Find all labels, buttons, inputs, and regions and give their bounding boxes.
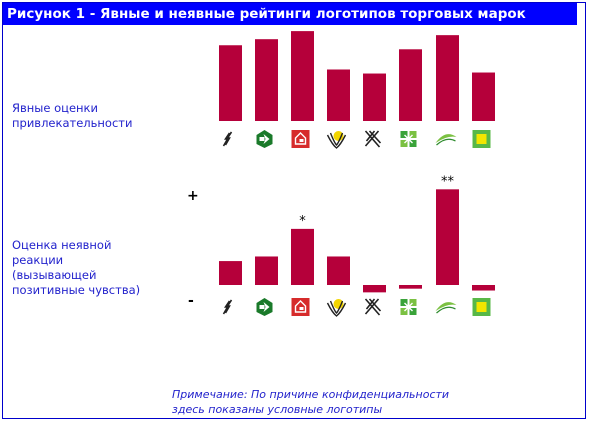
logo-5-icon — [364, 130, 382, 148]
significance-marker: ** — [441, 174, 455, 189]
implicit-bar — [219, 261, 242, 285]
logo-house — [294, 132, 307, 145]
logo-inner — [476, 302, 487, 312]
explicit-label-line: привлекательности — [12, 116, 133, 130]
logo-sun — [333, 299, 344, 309]
logo-arrow-tail — [259, 305, 265, 309]
implicit-label-line: Оценка неявной — [12, 238, 112, 252]
logo-block — [409, 299, 417, 306]
figure-title: Рисунок 1 - Явные и неявные рейтинги лог… — [3, 3, 577, 25]
implicit-label-line: реакции — [12, 253, 64, 267]
logo-6-icon — [400, 131, 417, 147]
explicit-bar — [472, 72, 495, 121]
implicit-bar — [472, 285, 495, 291]
positive-sign: + — [187, 188, 199, 204]
implicit-bar — [327, 256, 350, 285]
logo-5-icon — [364, 298, 382, 316]
note-line: здесь показаны условные логотипы — [172, 403, 383, 416]
logo-sun — [333, 131, 344, 141]
implicit-axis-label: Оценка неявной реакции (вызывающей позит… — [12, 238, 140, 298]
logo-block — [400, 308, 408, 315]
note-line: Примечание: По причине конфиденциальност… — [172, 388, 450, 401]
logo-block — [400, 131, 408, 138]
logo-block — [409, 308, 417, 315]
logo-4-icon — [326, 299, 347, 317]
logo-door — [299, 139, 304, 142]
significance-marker: * — [299, 214, 306, 229]
logo-2-icon — [256, 298, 273, 316]
implicit-label-line: (вызывающей — [12, 268, 97, 282]
logo-block — [409, 140, 417, 147]
logo-7-icon — [435, 134, 457, 146]
implicit-bar — [436, 189, 459, 285]
logo-house — [294, 300, 307, 313]
logo-arrow — [263, 302, 270, 312]
logo-cross — [364, 130, 382, 148]
explicit-bar — [255, 39, 278, 121]
logo-7-icon — [435, 302, 457, 314]
explicit-axis-label: Явные оценки привлекательности — [12, 101, 132, 131]
logo-cross — [364, 298, 382, 316]
logo-wings — [326, 300, 347, 317]
implicit-label-line: позитивные чувства) — [12, 283, 141, 297]
logo-4-icon — [326, 131, 347, 149]
logo-block — [409, 131, 417, 138]
explicit-bar — [363, 73, 386, 121]
logo-stem — [436, 306, 456, 314]
logo-8-icon — [472, 298, 491, 316]
logo-3-icon — [291, 298, 310, 316]
explicit-bar — [219, 45, 242, 121]
logo-inner — [476, 134, 487, 144]
logo-6-icon — [400, 299, 417, 315]
logo-stroke — [222, 299, 233, 315]
logo-3-icon — [291, 130, 310, 148]
figure-frame — [2, 2, 586, 419]
implicit-bar — [255, 256, 278, 285]
implicit-bar — [399, 285, 422, 289]
logo-arrow-tail — [259, 137, 265, 141]
logo-1-icon — [222, 131, 233, 147]
implicit-bar — [291, 228, 314, 285]
logo-door — [299, 307, 304, 310]
logo-wings — [326, 132, 347, 149]
logo-stem — [436, 138, 456, 146]
explicit-bar — [399, 49, 422, 121]
negative-sign: - — [188, 293, 194, 309]
logo-2-icon — [256, 130, 273, 148]
logo-mark — [404, 302, 413, 312]
logo-block — [400, 140, 408, 147]
explicit-bar — [436, 35, 459, 121]
explicit-bar — [291, 31, 314, 121]
logo-1-icon — [222, 299, 233, 315]
implicit-bar — [363, 285, 386, 293]
logo-block — [400, 299, 408, 306]
logo-arrow — [263, 134, 270, 144]
logo-leaf — [435, 302, 457, 311]
logo-leaf — [435, 134, 457, 143]
explicit-bar — [327, 69, 350, 121]
confidentiality-note: Примечание: По причине конфиденциальност… — [172, 387, 449, 417]
logo-stroke — [222, 131, 233, 147]
explicit-label-line: Явные оценки — [12, 101, 98, 115]
logo-8-icon — [472, 130, 491, 148]
logo-mark — [404, 134, 413, 144]
